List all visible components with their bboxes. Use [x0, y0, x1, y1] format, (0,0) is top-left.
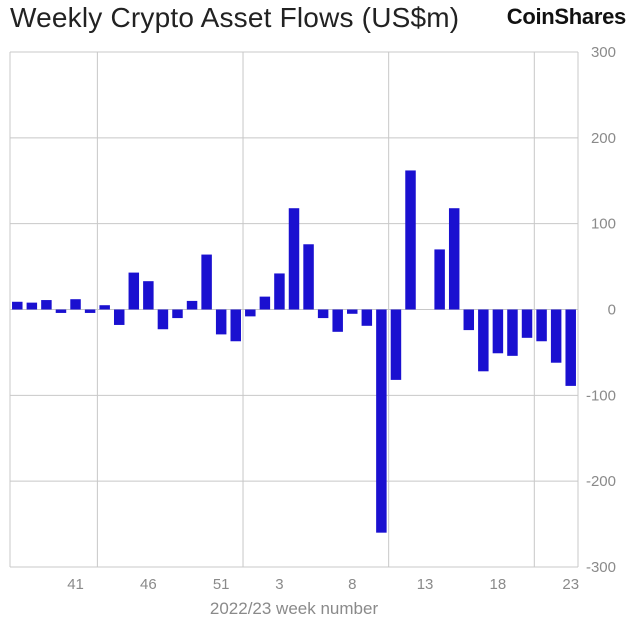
y-tick-label: 200	[591, 130, 616, 147]
x-tick-label: 3	[275, 576, 283, 593]
bar-week-38	[26, 302, 38, 310]
bar-week-4	[288, 208, 300, 310]
chart-title: Weekly Crypto Asset Flows (US$m)	[10, 2, 460, 33]
y-tick-label: -300	[586, 559, 616, 576]
bar-week-20	[521, 309, 533, 338]
chart-grid	[9, 51, 579, 568]
bar-week-21	[536, 309, 547, 342]
bar-week-43	[99, 305, 110, 310]
x-tick-label: 18	[490, 576, 507, 593]
bar-week-5	[303, 244, 314, 310]
y-axis-ticks: 300 200 100 0 -100 -200 -300	[586, 44, 616, 576]
bar-week-48	[172, 309, 183, 319]
bar-week-18	[492, 309, 504, 354]
bar-week-19	[507, 309, 518, 356]
bar-week-52	[230, 309, 241, 342]
chart-bars	[12, 170, 576, 533]
bar-week-44	[113, 309, 125, 325]
y-tick-label: 0	[608, 302, 616, 319]
bar-week-40	[55, 309, 67, 313]
bar-week-14	[434, 249, 445, 310]
bar-week-42	[84, 309, 96, 313]
bar-week-23	[565, 309, 576, 386]
bar-week-11	[390, 309, 402, 380]
y-tick-label: 300	[591, 44, 616, 61]
bar-week-7	[332, 309, 343, 332]
bar-week-41	[70, 299, 81, 310]
bar-week-8	[347, 309, 358, 314]
x-tick-label: 41	[67, 576, 84, 593]
bar-week-9	[361, 309, 373, 326]
bar-week-46	[143, 281, 154, 310]
y-tick-label: -100	[586, 387, 616, 404]
bar-week-22	[550, 309, 562, 363]
bar-week-3	[274, 273, 285, 310]
x-tick-label: 13	[417, 576, 434, 593]
y-tick-label: 100	[591, 216, 616, 233]
bar-week-50	[201, 254, 212, 310]
bar-week-45	[128, 272, 140, 310]
bar-week-39	[41, 300, 52, 310]
x-tick-label: 46	[140, 576, 157, 593]
x-axis-label: 2022/23 week number	[210, 599, 379, 618]
x-tick-label: 51	[213, 576, 230, 593]
x-tick-label: 23	[562, 576, 579, 593]
bar-week-12	[405, 170, 416, 310]
bar-week-17	[478, 309, 489, 372]
bar-week-51	[215, 309, 227, 335]
bar-week-49	[186, 300, 198, 310]
bar-week-15	[448, 208, 460, 310]
bar-week-1	[245, 309, 256, 317]
bar-week-2	[259, 296, 271, 310]
bar-week-47	[157, 309, 169, 330]
x-axis-ticks: 41 46 51 3 8 13 18 23	[67, 576, 579, 593]
coinshares-logo: CoinShares	[506, 4, 627, 29]
bar-week-16	[463, 309, 475, 331]
bar-week-6	[317, 309, 329, 319]
y-tick-label: -200	[586, 473, 616, 490]
x-tick-label: 8	[348, 576, 356, 593]
bar-week-37	[12, 301, 23, 310]
bar-week-10	[376, 309, 387, 533]
